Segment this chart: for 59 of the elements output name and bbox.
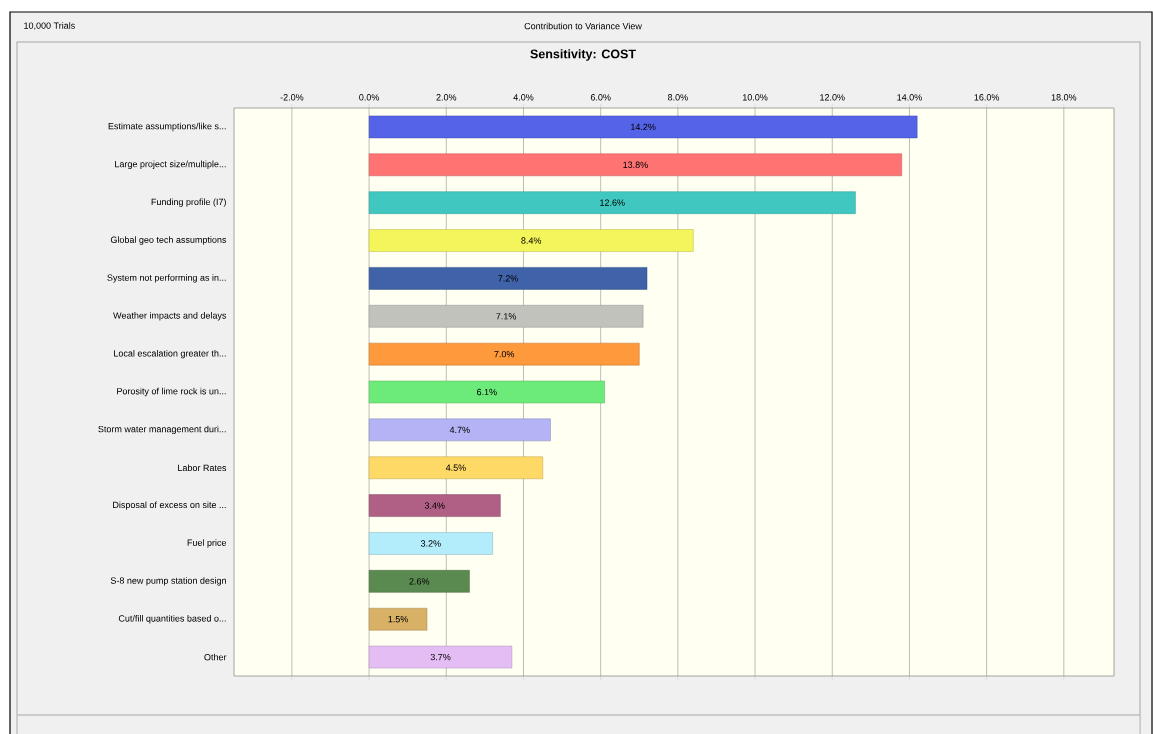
x-tick-label: 4.0% — [513, 94, 534, 101]
data-label: 6.1% — [477, 388, 497, 396]
y-tick-label: Storm water management duri... — [98, 425, 226, 435]
bar — [368, 494, 501, 517]
bar — [368, 342, 640, 366]
x-tick-label: 16.0% — [974, 94, 1000, 101]
y-tick-label: Disposal of excess on site ... — [113, 501, 226, 510]
text: 10,000 Trials — [24, 22, 75, 30]
y-tick-label: Local escalation greater th... — [114, 349, 226, 359]
bar — [368, 115, 918, 139]
y-tick-label: Labor Rates — [178, 464, 227, 472]
y-tick-label: System not performing as in... — [107, 274, 226, 283]
data-label: 8.4% — [521, 237, 542, 244]
data-label: 7.2% — [498, 275, 518, 282]
data-label: 12.6% — [600, 199, 625, 206]
y-tick-label: Porosity of lime rock is un... — [117, 387, 226, 397]
y-tick-label: Other — [204, 653, 227, 661]
y-tick-label: Large project size/multiple... — [115, 160, 226, 169]
y-tick-label: Estimate assumptions/like s... — [108, 122, 226, 132]
data-label: 3.4% — [424, 502, 445, 509]
y-tick-label: Weather impacts and delays — [113, 312, 227, 321]
bar — [368, 570, 470, 593]
bar — [368, 645, 513, 669]
bar — [368, 418, 551, 442]
bar — [368, 607, 428, 631]
data-label: 3.7% — [430, 653, 451, 661]
data-label: 3.2% — [420, 540, 441, 547]
y-tick-label: Global geo tech assumptions — [110, 236, 227, 245]
y-tick-label: Cut/fill quantities based o... — [118, 615, 226, 624]
data-label: 4.5% — [445, 464, 466, 471]
data-label: 1.5% — [388, 616, 408, 623]
y-tick-label: S-8 new pump station design — [110, 577, 226, 586]
x-tick-label: 18.0% — [1051, 94, 1077, 101]
bar — [368, 456, 544, 479]
bar — [368, 380, 605, 404]
data-label: 14.2% — [631, 123, 656, 131]
bar — [368, 153, 902, 177]
bar — [368, 305, 644, 328]
y-tick-label: Funding profile (I7) — [151, 198, 226, 207]
bar — [368, 191, 856, 214]
bar — [368, 532, 493, 555]
chart-title: Sensitivity: COST — [530, 49, 636, 61]
x-tick-label: 12.0% — [820, 94, 845, 101]
data-label: 7.0% — [494, 350, 515, 358]
data-label: 7.1% — [496, 313, 517, 320]
y-tick-label: Fuel price — [187, 539, 227, 548]
x-tick-label: -2.0% — [280, 94, 304, 101]
data-label: 2.6% — [409, 578, 430, 585]
x-tick-label: 14.0% — [897, 94, 922, 101]
x-tick-label: 0.0% — [359, 94, 380, 101]
bar — [368, 267, 648, 290]
data-label: 4.7% — [449, 426, 470, 434]
x-tick-label: 6.0% — [590, 94, 611, 101]
data-label: 13.8% — [623, 161, 648, 168]
bar — [368, 229, 694, 252]
chart-subtitle: Contribution to Variance View — [524, 22, 642, 30]
x-tick-label: 10.0% — [742, 94, 768, 101]
x-tick-label: 8.0% — [668, 94, 688, 101]
x-tick-label: 2.0% — [436, 94, 457, 101]
